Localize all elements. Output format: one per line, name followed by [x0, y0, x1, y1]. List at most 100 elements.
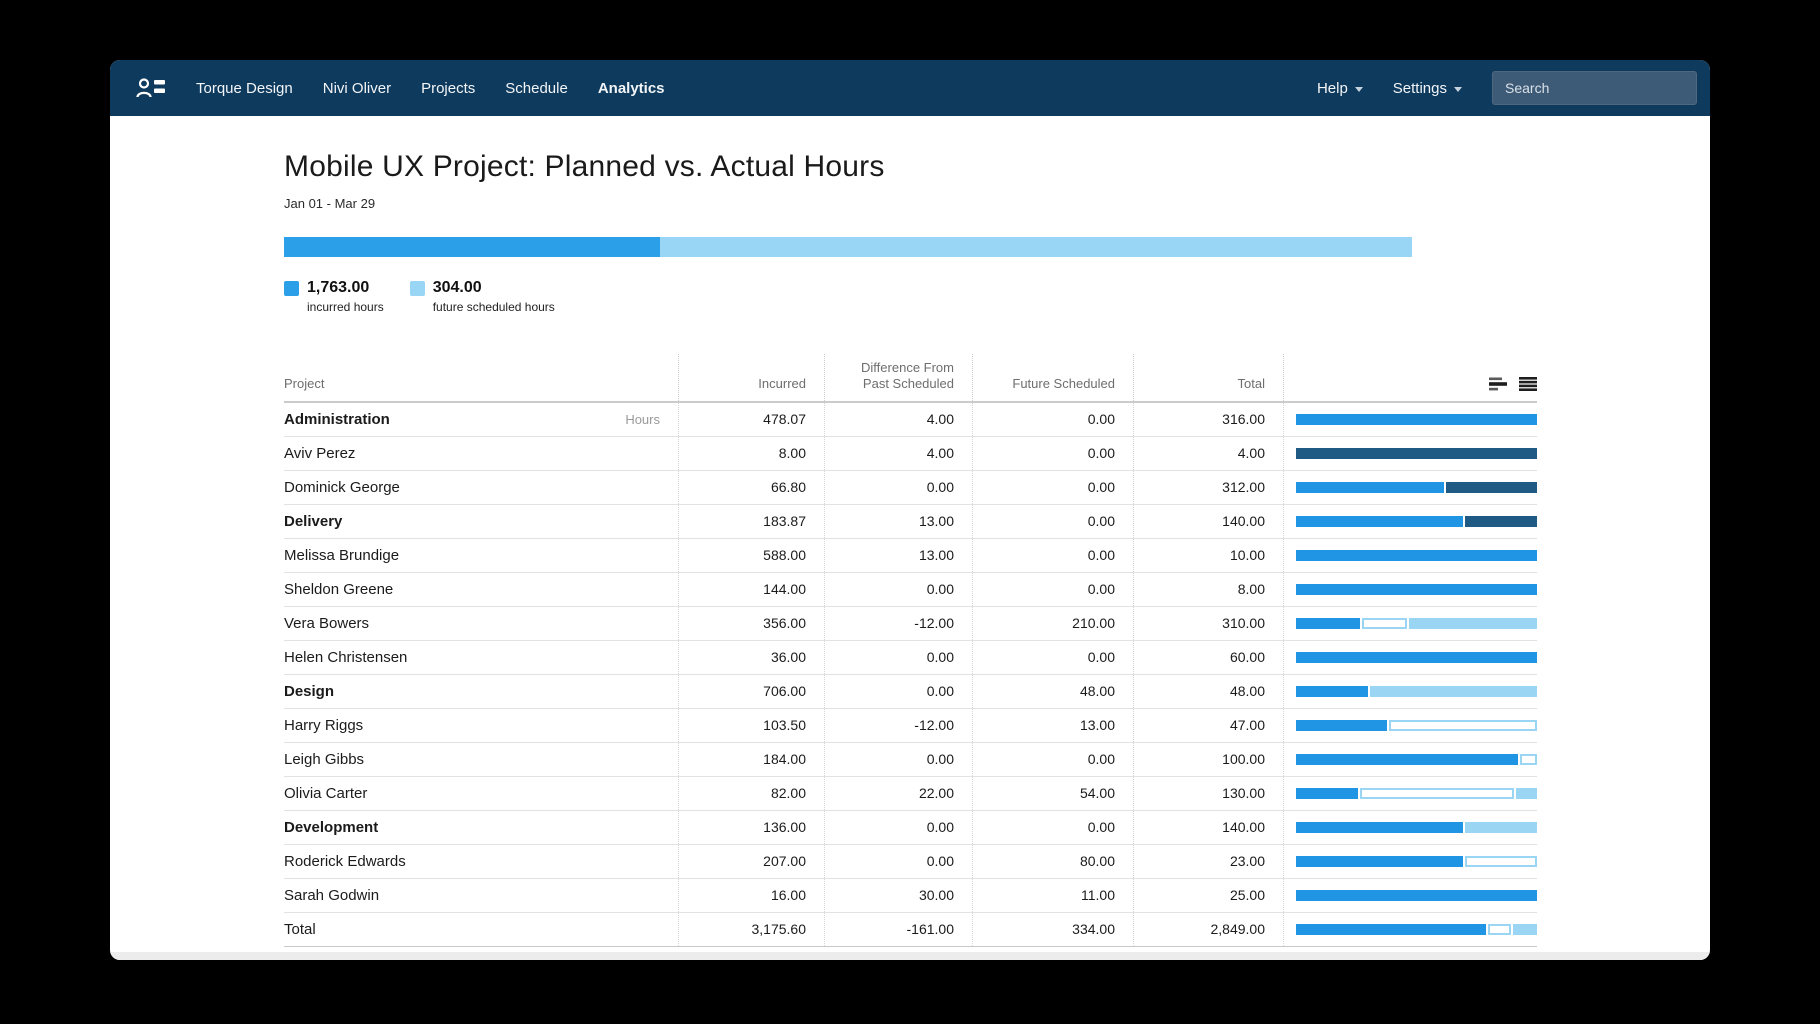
bar-segment-incurred	[1296, 583, 1537, 595]
help-menu[interactable]: Help	[1317, 80, 1363, 97]
project-name-cell[interactable]: Roderick Edwards	[284, 844, 679, 878]
bar-segment-incurred	[1296, 821, 1464, 833]
legend: 1,763.00 incurred hours 304.00 future sc…	[284, 279, 1537, 314]
row-stacked-bar	[1296, 787, 1538, 799]
row-bar-cell	[1284, 913, 1537, 946]
row-bar-cell	[1284, 845, 1537, 878]
help-label: Help	[1316, 79, 1348, 97]
project-name-cell[interactable]: Delivery	[284, 504, 679, 538]
project-name-cell[interactable]: Olivia Carter	[284, 776, 679, 810]
nav-item-user[interactable]: Nivi Oliver	[322, 79, 392, 97]
total-value: 47.00	[1134, 708, 1284, 742]
project-name-cell[interactable]: Administration Hours	[284, 402, 679, 436]
future-scheduled-value: 0.00	[973, 640, 1134, 674]
column-header-project[interactable]: Project	[284, 354, 679, 401]
column-header-incurred[interactable]: Incurred	[679, 354, 825, 401]
project-name: Olivia Carter	[284, 784, 368, 802]
project-name: Sheldon Greene	[284, 580, 394, 598]
incurred-hours-value: 1,763.00	[307, 279, 370, 296]
row-stacked-bar	[1296, 651, 1537, 663]
table-row: Development 136.00 0.00 0.00 140.00	[284, 810, 1537, 845]
project-name-cell[interactable]: Sarah Godwin	[284, 878, 679, 912]
bar-segment-outline	[1465, 855, 1537, 867]
page-title: Mobile UX Project: Planned vs. Actual Ho…	[284, 150, 885, 183]
project-name-cell[interactable]: Design	[284, 674, 679, 708]
search-input[interactable]	[1492, 71, 1697, 105]
nav-items: Torque Design Nivi Oliver Projects Sched…	[196, 80, 665, 97]
future-hours-label: future scheduled hours	[432, 300, 555, 314]
nav-item-account[interactable]: Torque Design	[196, 79, 293, 97]
table-header: Project Incurred Difference From Past Sc…	[284, 354, 1537, 403]
column-header-future-scheduled[interactable]: Future Scheduled	[973, 354, 1134, 401]
project-name-cell[interactable]: Development	[284, 810, 679, 844]
row-stacked-bar	[1296, 583, 1537, 595]
total-value: 140.00	[1134, 810, 1284, 844]
bar-segment-future	[1513, 923, 1537, 935]
future-scheduled-value: 80.00	[973, 844, 1134, 878]
row-bar-cell	[1284, 879, 1537, 912]
people-schedule-logo-icon[interactable]	[136, 77, 166, 99]
table-row: Delivery 183.87 13.00 0.00 140.00	[284, 504, 1537, 539]
project-name-cell[interactable]: Dominick George	[284, 470, 679, 504]
summary-view-icon[interactable]	[1489, 377, 1507, 391]
project-name-cell[interactable]: Helen Christensen	[284, 640, 679, 674]
total-value: 23.00	[1134, 844, 1284, 878]
table-row: Aviv Perez 8.00 4.00 0.00 4.00	[284, 436, 1537, 471]
row-bar-cell	[1284, 403, 1537, 436]
chevron-down-icon	[1454, 86, 1462, 92]
incurred-value: 183.87	[679, 504, 825, 538]
row-stacked-bar	[1296, 549, 1537, 561]
incurred-value: 103.50	[679, 708, 825, 742]
row-bar-cell	[1284, 505, 1537, 538]
row-stacked-bar	[1296, 855, 1537, 867]
bar-segment-incurred	[1296, 787, 1358, 799]
bar-segment-dark	[1446, 481, 1537, 493]
summary-stacked-bar	[284, 237, 1412, 257]
difference-value: -12.00	[825, 606, 973, 640]
incurred-swatch-icon	[284, 281, 299, 296]
date-range: Jan 01 - Mar 29	[284, 196, 376, 211]
row-bar-cell	[1284, 743, 1537, 776]
row-stacked-bar	[1296, 719, 1537, 731]
incurred-value: 66.80	[679, 470, 825, 504]
total-value: 10.00	[1134, 538, 1284, 572]
nav-item-schedule[interactable]: Schedule	[505, 79, 568, 97]
project-name: Leigh Gibbs	[284, 750, 365, 768]
project-name-cell[interactable]: Sheldon Greene	[284, 572, 679, 606]
project-name-cell[interactable]: Total	[284, 912, 679, 946]
row-stacked-bar	[1296, 753, 1537, 765]
bar-segment-incurred	[1296, 651, 1537, 663]
total-value: 312.00	[1134, 470, 1284, 504]
bar-segment-outline	[1520, 753, 1537, 765]
project-name-cell[interactable]: Vera Bowers	[284, 606, 679, 640]
column-header-difference[interactable]: Difference From Past Scheduled	[825, 354, 973, 401]
row-bar-cell	[1284, 471, 1537, 504]
project-name-cell[interactable]: Harry Riggs	[284, 708, 679, 742]
horizontal-scrollbar[interactable]	[110, 952, 1710, 960]
table-row: Helen Christensen 36.00 0.00 0.00 60.00	[284, 640, 1537, 675]
detail-view-icon[interactable]	[1519, 376, 1537, 391]
future-scheduled-value: 334.00	[973, 912, 1134, 946]
incurred-value: 36.00	[679, 640, 825, 674]
project-name: Design	[284, 682, 335, 700]
bar-segment-incurred	[1296, 617, 1360, 629]
project-name-cell[interactable]: Aviv Perez	[284, 436, 679, 470]
nav-item-projects[interactable]: Projects	[421, 79, 476, 97]
total-value: 130.00	[1134, 776, 1284, 810]
incurred-value: 478.07	[679, 402, 825, 436]
column-header-total[interactable]: Total	[1134, 354, 1284, 401]
bar-segment-incurred	[1296, 549, 1537, 561]
summary-bar-future	[659, 237, 1412, 257]
row-bar-cell	[1284, 539, 1537, 572]
settings-menu[interactable]: Settings	[1393, 80, 1462, 97]
project-name: Total	[284, 920, 316, 938]
project-name-cell[interactable]: Leigh Gibbs	[284, 742, 679, 776]
future-scheduled-value: 0.00	[973, 402, 1134, 436]
future-scheduled-value: 0.00	[973, 470, 1134, 504]
project-name-cell[interactable]: Melissa Brundige	[284, 538, 679, 572]
table-row: Olivia Carter 82.00 22.00 54.00 130.00	[284, 776, 1538, 811]
row-bar-cell	[1284, 437, 1537, 470]
nav-item-analytics[interactable]: Analytics	[597, 79, 665, 97]
bar-segment-future	[1515, 787, 1538, 799]
chevron-down-icon	[1354, 86, 1363, 92]
